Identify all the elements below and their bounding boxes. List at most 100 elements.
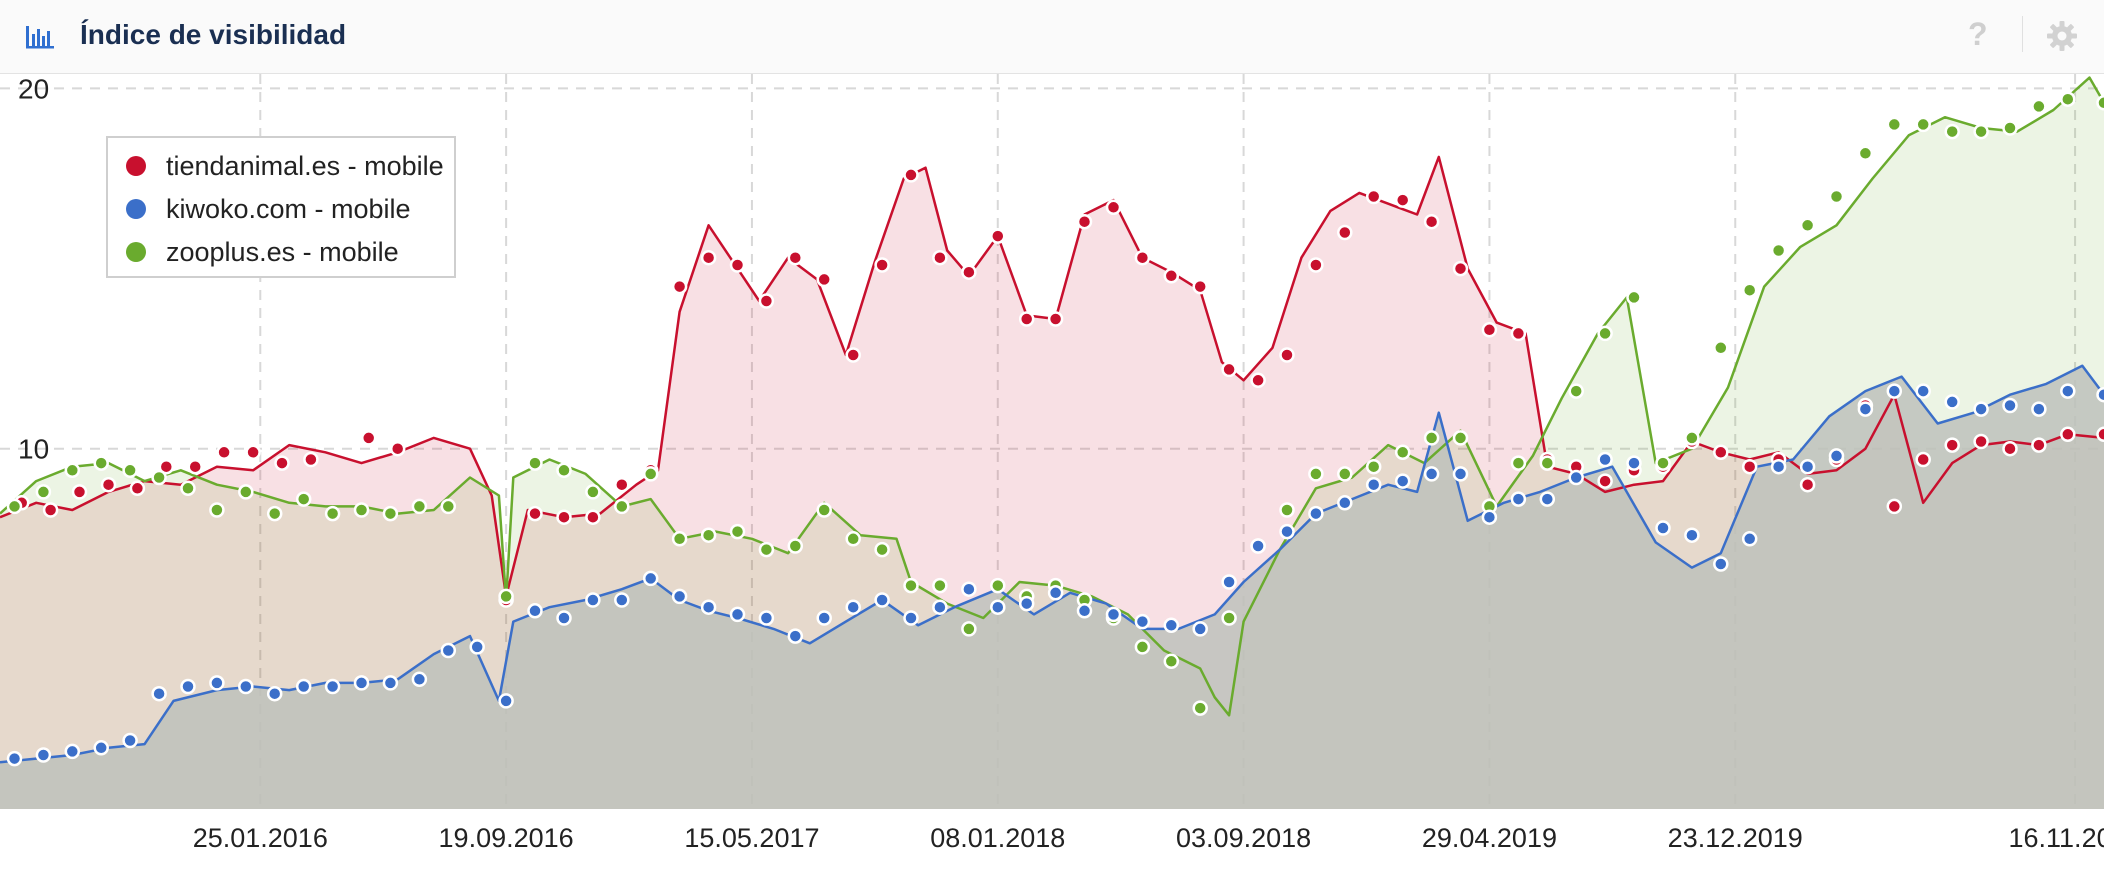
data-point (1309, 259, 1322, 272)
legend-item-kiwoko[interactable]: kiwoko.com - mobile (118, 189, 411, 229)
data-point (789, 630, 802, 643)
panel-header: Índice de visibilidad ? (0, 0, 2104, 74)
data-point (500, 590, 513, 603)
data-point (1425, 467, 1438, 480)
data-point (1281, 349, 1294, 362)
data-point (2004, 122, 2017, 135)
gear-icon[interactable] (2046, 20, 2078, 52)
data-point (558, 464, 571, 477)
data-point (615, 478, 628, 491)
legend-label: kiwoko.com - mobile (166, 194, 411, 225)
data-point (962, 622, 975, 635)
data-point (189, 460, 202, 473)
data-point (818, 504, 831, 517)
data-point (1830, 449, 1843, 462)
data-point (991, 230, 1004, 243)
data-point (1657, 457, 1670, 470)
data-point (644, 467, 657, 480)
legend-item-tiendanimal[interactable]: tiendanimal.es - mobile (118, 146, 444, 186)
data-point (1165, 655, 1178, 668)
legend-label: zooplus.es - mobile (166, 237, 399, 268)
data-point (2032, 439, 2045, 452)
data-point (1194, 280, 1207, 293)
data-point (1512, 493, 1525, 506)
data-point (268, 507, 281, 520)
legend-item-zooplus[interactable]: zooplus.es - mobile (118, 232, 399, 272)
data-point (1136, 615, 1149, 628)
data-point (876, 594, 889, 607)
data-point (1136, 640, 1149, 653)
x-tick-label: 03.09.2018 (1176, 823, 1311, 853)
data-point (876, 259, 889, 272)
data-point (102, 478, 115, 491)
data-point (239, 680, 252, 693)
data-point (2004, 442, 2017, 455)
chart-legend: tiendanimal.es - mobile kiwoko.com - mob… (106, 136, 456, 278)
data-point (905, 579, 918, 592)
data-point (615, 594, 628, 607)
data-point (529, 457, 542, 470)
page-title: Índice de visibilidad (80, 19, 346, 51)
data-point (2098, 388, 2104, 401)
data-point (95, 741, 108, 754)
data-point (442, 644, 455, 657)
data-point (933, 579, 946, 592)
bar-chart-icon[interactable] (24, 22, 56, 50)
data-point (37, 485, 50, 498)
data-point (131, 482, 144, 495)
data-point (991, 601, 1004, 614)
data-point (1309, 467, 1322, 480)
data-point (1338, 496, 1351, 509)
data-point (1772, 460, 1785, 473)
data-point (268, 687, 281, 700)
data-point (673, 280, 686, 293)
data-point (702, 251, 715, 264)
data-point (442, 500, 455, 513)
data-point (1165, 269, 1178, 282)
x-tick-label: 16.11.2020 (2009, 823, 2104, 853)
data-point (1454, 467, 1467, 480)
x-tick-label: 23.12.2019 (1668, 823, 1803, 853)
data-point (1049, 586, 1062, 599)
data-point (586, 511, 599, 524)
data-point (1888, 118, 1901, 131)
data-point (933, 251, 946, 264)
data-point (1136, 251, 1149, 264)
data-point (1946, 395, 1959, 408)
data-point (615, 500, 628, 513)
data-point (2061, 385, 2074, 398)
data-point (789, 540, 802, 553)
data-point (673, 590, 686, 603)
data-point (1975, 435, 1988, 448)
legend-marker (126, 199, 146, 219)
y-tick-label: 10 (18, 434, 49, 465)
data-point (182, 680, 195, 693)
data-point (1714, 558, 1727, 571)
data-point (326, 680, 339, 693)
data-point (1685, 431, 1698, 444)
data-point (1917, 118, 1930, 131)
help-icon[interactable]: ? (1968, 16, 1988, 53)
data-point (1946, 125, 1959, 138)
data-point (471, 640, 484, 653)
data-point (124, 734, 137, 747)
data-point (1281, 525, 1294, 538)
data-point (1859, 403, 1872, 416)
data-point (1483, 323, 1496, 336)
data-point (362, 431, 375, 444)
data-point (1281, 504, 1294, 517)
data-point (847, 601, 860, 614)
data-point (1888, 385, 1901, 398)
legend-label: tiendanimal.es - mobile (166, 151, 444, 182)
data-point (1396, 194, 1409, 207)
data-point (586, 485, 599, 498)
data-point (905, 612, 918, 625)
y-tick-label: 20 (18, 74, 49, 104)
data-point (1425, 215, 1438, 228)
data-point (760, 612, 773, 625)
data-point (1830, 190, 1843, 203)
data-point (1483, 511, 1496, 524)
data-point (991, 579, 1004, 592)
data-point (1599, 475, 1612, 488)
data-point (905, 168, 918, 181)
